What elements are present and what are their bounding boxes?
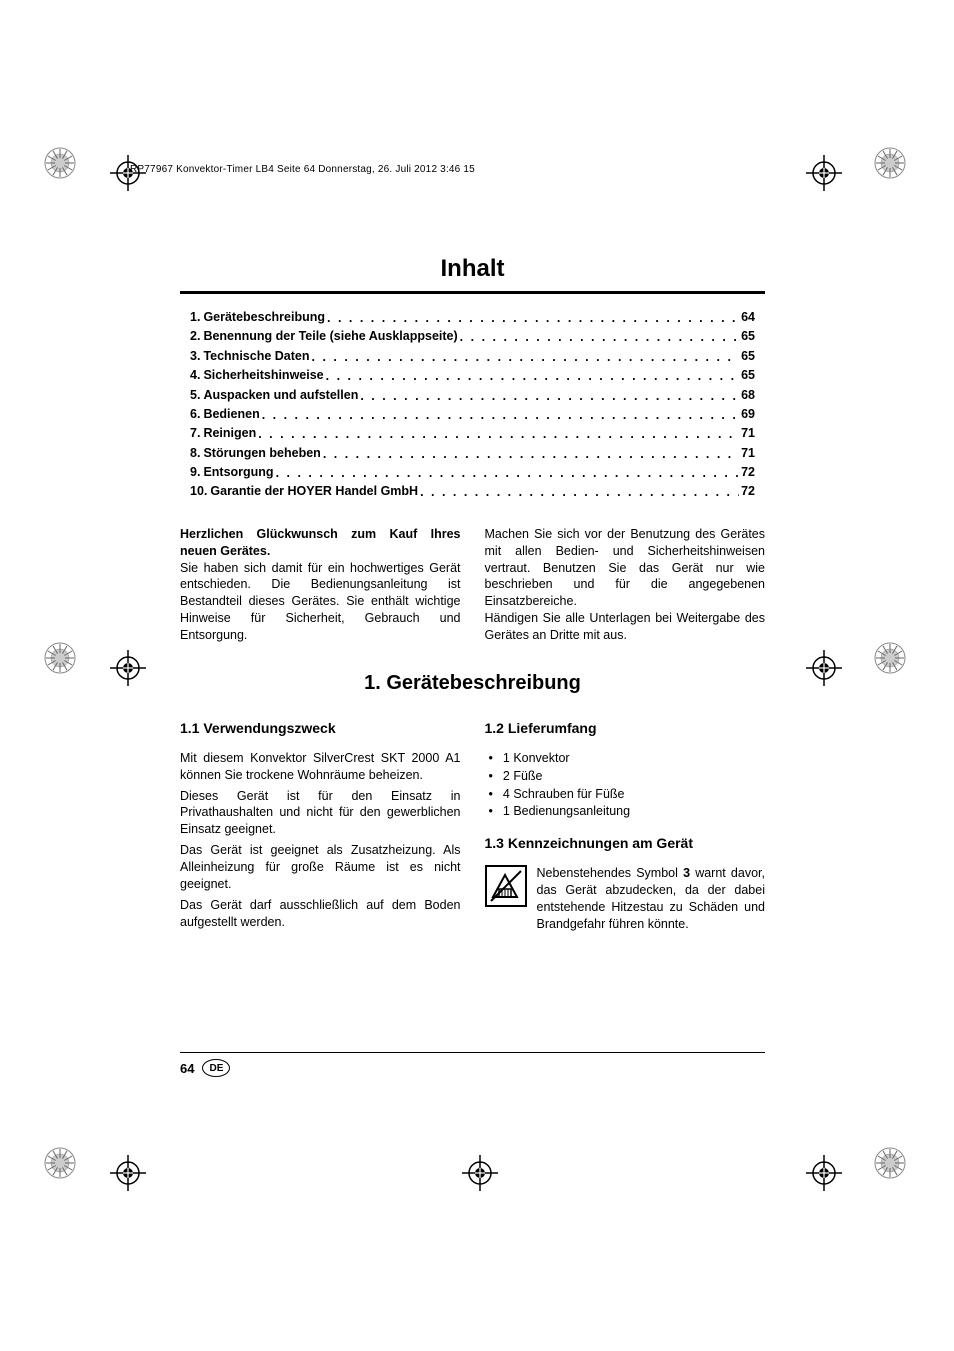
page-content: Inhalt 1. Gerätebeschreibung . . . . . .… [180, 255, 765, 935]
toc-row: 1. Gerätebeschreibung . . . . . . . . . … [190, 308, 755, 327]
toc-dots: . . . . . . . . . . . . . . . . . . . . … [460, 328, 739, 347]
registration-cross-icon [806, 650, 842, 686]
registration-star-icon [42, 640, 78, 676]
toc-dots: . . . . . . . . . . . . . . . . . . . . … [327, 309, 739, 328]
list-item: 1 Konvektor [489, 750, 766, 767]
section-1-columns: 1.1 Verwendungszweck Mit diesem Konvekto… [180, 719, 765, 935]
toc-page: 71 [741, 424, 755, 443]
intro-congrats: Herzlichen Glückwunsch zum Kauf Ihres ne… [180, 527, 461, 558]
header-meta-line: RP77967 Konvektor-Timer LB4 Seite 64 Don… [130, 164, 475, 175]
toc-label: Reinigen [203, 424, 256, 443]
toc-num: 4. [190, 366, 200, 385]
toc-label: Bedienen [203, 405, 259, 424]
toc-row: 5. Auspacken und aufstellen . . . . . . … [190, 386, 755, 405]
list-item: 1 Bedienungsanleitung [489, 803, 766, 820]
subhead-1-2: 1.2 Lieferumfang [485, 719, 766, 738]
registration-cross-icon [806, 155, 842, 191]
registration-cross-icon [110, 1155, 146, 1191]
toc-label: Benennung der Teile (siehe Ausklappseite… [203, 327, 457, 346]
p-1-1-d: Das Gerät darf ausschließlich auf dem Bo… [180, 897, 461, 931]
registration-star-icon [42, 145, 78, 181]
list-item: 2 Füße [489, 768, 766, 785]
intro-right-column: Machen Sie sich vor der Benutzung des Ge… [485, 526, 766, 644]
footer-page-number: 64 [180, 1061, 194, 1076]
toc-dots: . . . . . . . . . . . . . . . . . . . . … [420, 483, 739, 502]
toc-dots: . . . . . . . . . . . . . . . . . . . . … [312, 348, 740, 367]
p-1-1-b: Dieses Gerät ist für den Einsatz in Priv… [180, 788, 461, 839]
toc-page: 65 [741, 366, 755, 385]
toc-row: 7. Reinigen . . . . . . . . . . . . . . … [190, 424, 755, 443]
intro-columns: Herzlichen Glückwunsch zum Kauf Ihres ne… [180, 526, 765, 644]
toc-num: 5. [190, 386, 200, 405]
toc-dots: . . . . . . . . . . . . . . . . . . . . … [276, 464, 740, 483]
symbol-description-text: Nebenstehendes Symbol 3 warnt davor, das… [537, 865, 766, 933]
registration-cross-icon [806, 1155, 842, 1191]
toc-num: 8. [190, 444, 200, 463]
toc-page: 65 [741, 347, 755, 366]
toc-num: 9. [190, 463, 200, 482]
toc-page: 72 [741, 482, 755, 501]
toc-page: 69 [741, 405, 755, 424]
toc-label: Sicherheitshinweise [203, 366, 323, 385]
toc-page: 72 [741, 463, 755, 482]
toc-page: 64 [741, 308, 755, 327]
registration-star-icon [42, 1145, 78, 1181]
toc-dots: . . . . . . . . . . . . . . . . . . . . … [360, 387, 739, 406]
symbol-ref-number: 3 [683, 866, 690, 880]
page-footer: 64 DE [180, 1052, 765, 1077]
toc-row: 10. Garantie der HOYER Handel GmbH . . .… [190, 482, 755, 501]
intro-left-column: Herzlichen Glückwunsch zum Kauf Ihres ne… [180, 526, 461, 644]
registration-cross-icon [462, 1155, 498, 1191]
toc-num: 3. [190, 347, 200, 366]
toc-row: 4. Sicherheitshinweise . . . . . . . . .… [190, 366, 755, 385]
toc-num: 6. [190, 405, 200, 424]
subhead-1-1: 1.1 Verwendungszweck [180, 719, 461, 738]
toc-num: 2. [190, 327, 200, 346]
registration-star-icon [872, 640, 908, 676]
toc-row: 3. Technische Daten . . . . . . . . . . … [190, 347, 755, 366]
intro-right-1: Machen Sie sich vor der Benutzung des Ge… [485, 526, 766, 610]
toc-dots: . . . . . . . . . . . . . . . . . . . . … [258, 425, 739, 444]
title-rule [180, 291, 765, 294]
registration-cross-icon [110, 650, 146, 686]
toc-label: Auspacken und aufstellen [203, 386, 358, 405]
toc-label: Störungen beheben [203, 444, 320, 463]
toc-row: 2. Benennung der Teile (siehe Ausklappse… [190, 327, 755, 346]
section-1-title: 1. Gerätebeschreibung [180, 672, 765, 695]
toc-dots: . . . . . . . . . . . . . . . . . . . . … [326, 367, 739, 386]
subhead-1-3: 1.3 Kennzeichnungen am Gerät [485, 834, 766, 853]
p-1-3-pre: Nebenstehendes Symbol [537, 866, 684, 880]
toc-row: 8. Störungen beheben . . . . . . . . . .… [190, 444, 755, 463]
page-title: Inhalt [180, 255, 765, 283]
toc-num: 10. [190, 482, 207, 501]
toc-row: 6. Bedienen . . . . . . . . . . . . . . … [190, 405, 755, 424]
registration-star-icon [872, 1145, 908, 1181]
list-item: 4 Schrauben für Füße [489, 786, 766, 803]
toc-num: 1. [190, 308, 200, 327]
list-1-2: 1 Konvektor2 Füße4 Schrauben für Füße1 B… [489, 750, 766, 821]
p-1-1-a: Mit diesem Konvektor SilverCrest SKT 200… [180, 750, 461, 784]
toc-num: 7. [190, 424, 200, 443]
intro-right-2: Händigen Sie alle Unterlagen bei Weiterg… [485, 610, 766, 644]
table-of-contents: 1. Gerätebeschreibung . . . . . . . . . … [190, 308, 755, 502]
p-1-1-c: Das Gerät ist geeignet als Zusatzheizung… [180, 842, 461, 893]
toc-label: Technische Daten [203, 347, 309, 366]
toc-dots: . . . . . . . . . . . . . . . . . . . . … [262, 406, 739, 425]
toc-label: Gerätebeschreibung [203, 308, 325, 327]
toc-label: Entsorgung [203, 463, 273, 482]
intro-left-text: Sie haben sich damit für ein hochwertige… [180, 560, 461, 644]
toc-dots: . . . . . . . . . . . . . . . . . . . . … [323, 445, 739, 464]
toc-label: Garantie der HOYER Handel GmbH [210, 482, 418, 501]
do-not-cover-icon [485, 865, 527, 933]
toc-page: 65 [741, 327, 755, 346]
section-1-left-col: 1.1 Verwendungszweck Mit diesem Konvekto… [180, 719, 461, 935]
registration-star-icon [872, 145, 908, 181]
footer-language-badge: DE [202, 1059, 230, 1077]
toc-page: 71 [741, 444, 755, 463]
toc-page: 68 [741, 386, 755, 405]
toc-row: 9. Entsorgung . . . . . . . . . . . . . … [190, 463, 755, 482]
symbol-description-row: Nebenstehendes Symbol 3 warnt davor, das… [485, 865, 766, 933]
section-1-right-col: 1.2 Lieferumfang 1 Konvektor2 Füße4 Schr… [485, 719, 766, 935]
